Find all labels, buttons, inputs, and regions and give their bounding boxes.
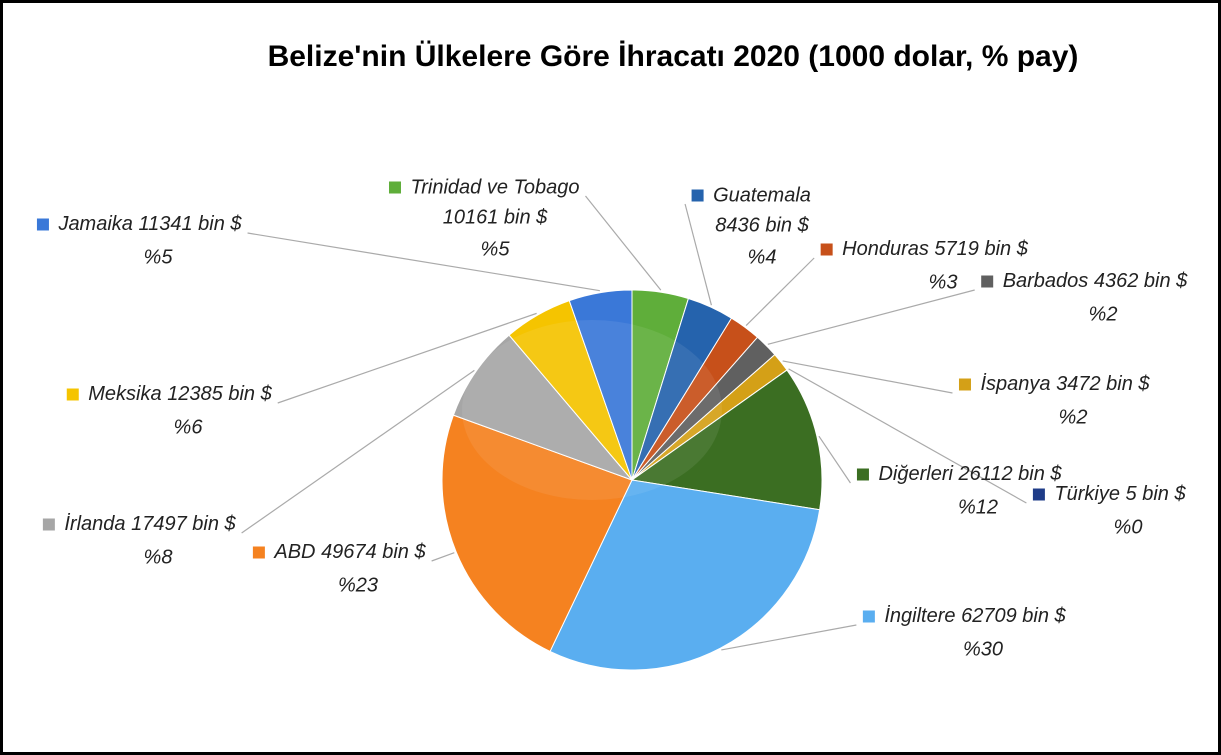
pie-slice bbox=[452, 334, 634, 482]
label-value: 11341 bin $ bbox=[138, 213, 242, 235]
label-line: Meksika 12385 bin $ bbox=[88, 383, 272, 405]
label-name: Jamaika bbox=[57, 213, 132, 235]
data-label: İngiltere 62709 bin $ %30 bbox=[861, 605, 1067, 660]
label-value: 4362 bin $ bbox=[1094, 270, 1188, 292]
label-value: 3472 bin $ bbox=[1056, 373, 1150, 395]
data-label: Jamaika 11341 bin $ %5 bbox=[35, 213, 242, 268]
pie-shine bbox=[462, 320, 722, 500]
leader-line bbox=[782, 360, 953, 394]
label-name: İspanya bbox=[980, 373, 1050, 395]
legend-key bbox=[819, 242, 834, 257]
legend-key bbox=[251, 545, 266, 560]
label-line: Barbados 4362 bin $ bbox=[1003, 270, 1188, 292]
label-line: Türkiye 5 bin $ bbox=[1054, 483, 1186, 505]
label-share: %2 bbox=[1089, 303, 1118, 325]
label-value: 12385 bin $ bbox=[167, 383, 272, 405]
label-value: 17497 bin $ bbox=[131, 513, 236, 535]
leader-line bbox=[818, 435, 851, 484]
label-line: Diğerleri 26112 bin $ bbox=[878, 463, 1062, 485]
legend-key bbox=[861, 609, 876, 624]
legend-key bbox=[35, 217, 50, 232]
label-line: Honduras 5719 bin $ bbox=[842, 238, 1029, 260]
label-line: İrlanda 17497 bin $ bbox=[64, 513, 236, 535]
data-label: Trinidad ve Tobago 10161 bin $ %5 bbox=[387, 176, 580, 260]
label-share: %6 bbox=[174, 416, 204, 438]
label-line: İngiltere 62709 bin $ bbox=[884, 605, 1066, 627]
label-name: İngiltere bbox=[884, 605, 955, 627]
leader-line bbox=[247, 232, 600, 292]
data-label: Diğerleri 26112 bin $ %12 bbox=[855, 463, 1062, 518]
label-share: %0 bbox=[1114, 516, 1143, 538]
leader-line bbox=[431, 552, 455, 562]
label-line: Jamaika 11341 bin $ bbox=[57, 213, 242, 235]
legend-key bbox=[1031, 487, 1046, 502]
label-value: 8436 bin $ bbox=[715, 214, 809, 236]
legend-key bbox=[957, 377, 972, 392]
label-value: 62709 bin $ bbox=[961, 605, 1066, 627]
data-label: İspanya 3472 bin $ %2 bbox=[957, 373, 1150, 428]
label-name: Guatemala bbox=[713, 184, 811, 206]
label-value: 5 bin $ bbox=[1126, 483, 1187, 505]
data-label: İrlanda 17497 bin $ %8 bbox=[41, 513, 237, 568]
leader-line bbox=[745, 257, 815, 327]
label-share: %5 bbox=[481, 238, 511, 260]
data-label: Guatemala 8436 bin $ %4 bbox=[690, 184, 811, 268]
data-label: Barbados 4362 bin $ %2 bbox=[980, 270, 1188, 325]
label-value: 26112 bin $ bbox=[957, 463, 1062, 485]
pie-slice bbox=[630, 369, 823, 511]
label-share: %30 bbox=[963, 638, 1003, 660]
label-share: %12 bbox=[958, 496, 998, 518]
data-label: Türkiye 5 bin $ %0 bbox=[1031, 483, 1186, 538]
legend-key bbox=[41, 517, 56, 532]
label-share: %4 bbox=[748, 246, 777, 268]
label-value: 49674 bin $ bbox=[321, 541, 426, 563]
label-name: Honduras bbox=[842, 238, 929, 260]
pie-slice bbox=[568, 289, 633, 481]
label-value: 5719 bin $ bbox=[934, 238, 1028, 260]
label-share: %8 bbox=[144, 546, 173, 568]
data-label: Meksika 12385 bin $ %6 bbox=[65, 383, 273, 438]
label-share: %3 bbox=[929, 271, 958, 293]
label-name: Türkiye bbox=[1054, 483, 1120, 505]
pie-slice bbox=[441, 414, 633, 653]
label-name: Trinidad ve Tobago bbox=[410, 176, 579, 198]
leader-line bbox=[721, 624, 857, 651]
label-share: %23 bbox=[338, 574, 378, 596]
label-name: Diğerleri bbox=[878, 463, 953, 485]
label-line: İspanya 3472 bin $ bbox=[980, 373, 1150, 395]
leader-line bbox=[241, 369, 475, 534]
label-name: Meksika bbox=[88, 383, 161, 405]
legend-key bbox=[980, 274, 995, 289]
legend-key bbox=[387, 180, 402, 195]
label-name: İrlanda bbox=[64, 513, 125, 535]
label-share: %2 bbox=[1059, 406, 1088, 428]
legend-key bbox=[65, 387, 80, 402]
label-name: Barbados bbox=[1003, 270, 1089, 292]
legend-key bbox=[855, 467, 870, 482]
leader-line bbox=[767, 289, 975, 345]
chart-title: Belize'nin Ülkelere Göre İhracatı 2020 (… bbox=[268, 40, 1079, 73]
data-label: ABD 49674 bin $ %23 bbox=[251, 541, 426, 596]
data-label: Honduras 5719 bin $ %3 bbox=[819, 238, 1029, 293]
label-value: 10161 bin $ bbox=[443, 206, 548, 228]
legend-key bbox=[690, 188, 705, 203]
leader-line bbox=[277, 312, 537, 404]
leader-line bbox=[788, 368, 1027, 504]
label-share: %5 bbox=[144, 246, 174, 268]
pie-slice bbox=[549, 479, 821, 671]
label-line: ABD 49674 bin $ bbox=[273, 541, 426, 563]
label-name: ABD bbox=[273, 541, 315, 563]
leader-line bbox=[684, 203, 712, 306]
leader-line bbox=[585, 195, 662, 291]
